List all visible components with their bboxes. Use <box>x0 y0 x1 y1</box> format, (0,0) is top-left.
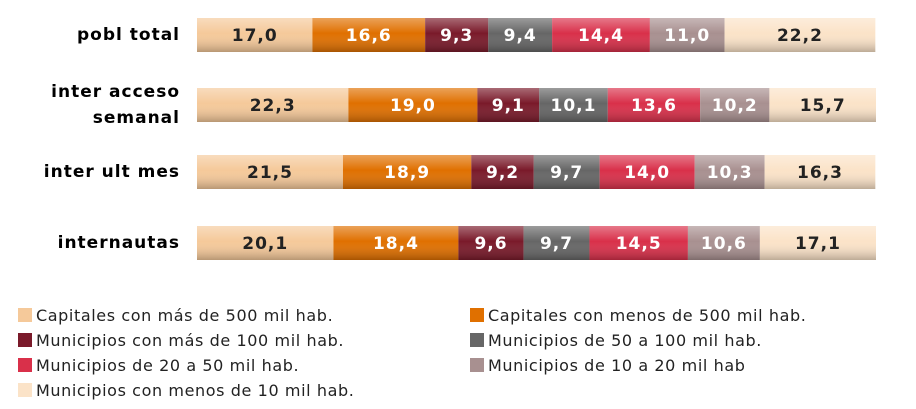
value-label: 17,0 <box>232 26 278 46</box>
legend-item: Municipios de 10 a 20 mil hab <box>470 356 746 375</box>
value-label: 16,6 <box>346 26 392 46</box>
bar-shade <box>552 18 650 52</box>
bar-shade <box>348 88 478 122</box>
legend-label: Municipios con menos de 10 mil hab. <box>36 381 355 400</box>
bar-shade <box>197 88 349 122</box>
value-label: 11,0 <box>664 26 710 46</box>
value-label: 10,6 <box>701 234 747 254</box>
category-label: internautas <box>57 233 180 253</box>
bar-shade <box>425 18 489 52</box>
legend-label: Capitales con menos de 500 mil hab. <box>488 306 807 325</box>
value-label: 14,4 <box>578 26 624 46</box>
value-label: 9,6 <box>474 234 507 254</box>
legend-swatch <box>18 383 32 397</box>
value-label: 15,7 <box>800 96 846 116</box>
legend-swatch <box>470 308 484 322</box>
category-label: pobl total <box>77 25 180 45</box>
bar-shade <box>523 226 590 260</box>
category-label: inter acceso semanal <box>51 82 180 128</box>
value-label: 9,7 <box>550 163 583 183</box>
value-label: 9,1 <box>492 96 525 116</box>
legend-swatch <box>470 333 484 347</box>
bar-shade <box>342 155 472 189</box>
bar-shade <box>471 155 534 189</box>
value-label: 21,5 <box>247 163 293 183</box>
bar-shade <box>533 155 600 189</box>
bar-shade <box>477 88 540 122</box>
legend-item: Municipios con menos de 10 mil hab. <box>18 381 354 400</box>
value-label: 22,3 <box>250 96 296 116</box>
legend-item: Municipios de 20 a 50 mil hab. <box>18 356 299 375</box>
value-label: 9,2 <box>486 163 519 183</box>
bar-shade <box>589 226 688 260</box>
bar-shade <box>759 226 876 260</box>
bar-shade <box>197 226 334 260</box>
value-label: 22,2 <box>777 26 823 46</box>
legend-swatch <box>18 308 32 322</box>
value-label: 18,9 <box>384 163 430 183</box>
bar-shade <box>458 226 524 260</box>
legend-item: Municipios con más de 100 mil hab. <box>18 331 344 350</box>
legend-label: Municipios de 20 a 50 mil hab. <box>36 356 300 375</box>
bar-shade <box>607 88 701 122</box>
bar-shade <box>724 18 876 52</box>
plot: 17,0 16,6 9,3 9,4 14,4 11,0 22,2 22,3 19,0 9,1 10,… <box>197 18 876 260</box>
legend-swatch <box>470 358 484 372</box>
value-label: 10,1 <box>551 96 597 116</box>
legend-label: Municipios de 10 a 20 mil hab <box>488 356 746 375</box>
value-label: 9,7 <box>540 234 573 254</box>
bar-shade <box>333 226 459 260</box>
value-label: 16,3 <box>797 163 843 183</box>
value-label: 14,5 <box>616 234 662 254</box>
value-label: 14,0 <box>624 163 670 183</box>
legend-label: Municipios con más de 100 mil hab. <box>36 331 345 350</box>
legend-label: Capitales con más de 500 mil hab. <box>36 306 334 325</box>
bar-shade <box>649 18 725 52</box>
bar-shade <box>764 155 876 189</box>
value-label: 19,0 <box>390 96 436 116</box>
value-label: 20,1 <box>242 234 288 254</box>
bar-shade <box>599 155 695 189</box>
category-label: inter ult mes <box>43 162 180 182</box>
bar-shade <box>687 226 760 260</box>
value-label: 9,4 <box>504 26 537 46</box>
bar-shade <box>488 18 553 52</box>
bar-shade <box>312 18 426 52</box>
value-label: 9,3 <box>440 26 473 46</box>
bar-shade <box>700 88 770 122</box>
legend-item: Capitales con menos de 500 mil hab. <box>470 306 806 325</box>
bar-shade <box>539 88 608 122</box>
bar-shade <box>197 18 313 52</box>
legend-swatch <box>18 333 32 347</box>
value-label: 13,6 <box>631 96 677 116</box>
bar-shade <box>769 88 876 122</box>
legend-label: Municipios de 50 a 100 mil hab. <box>488 331 762 350</box>
value-label: 18,4 <box>373 234 419 254</box>
value-label: 10,3 <box>707 163 753 183</box>
value-label: 10,2 <box>712 96 758 116</box>
legend-swatch <box>18 358 32 372</box>
value-label: 17,1 <box>795 234 841 254</box>
bar-shade <box>197 155 343 189</box>
legend-item: Municipios de 50 a 100 mil hab. <box>470 331 762 350</box>
bar-shade <box>694 155 765 189</box>
legend-item: Capitales con más de 500 mil hab. <box>18 306 333 325</box>
